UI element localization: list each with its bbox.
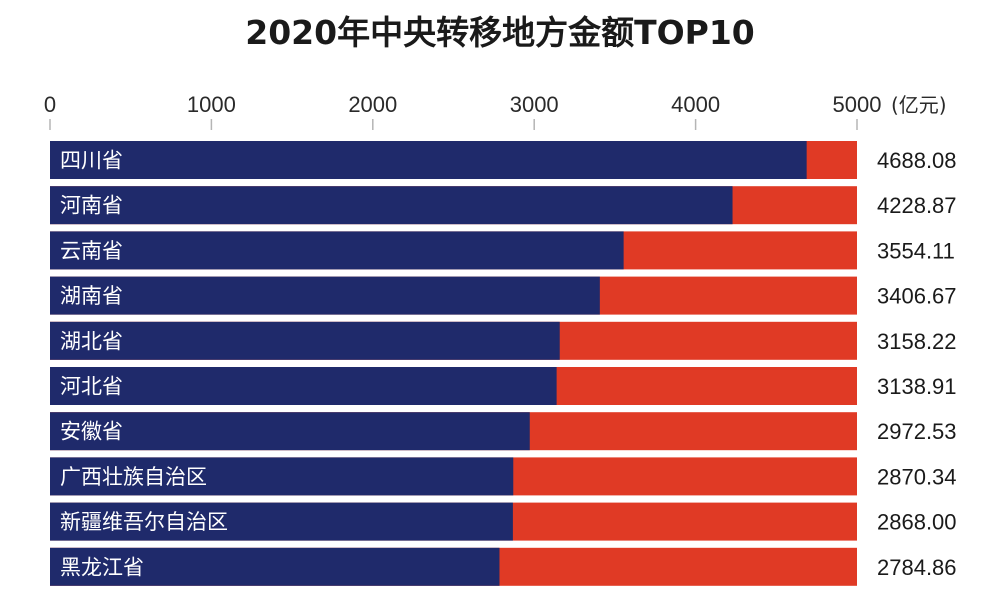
category-label-3: 云南省: [60, 239, 123, 263]
bar-2: [50, 186, 733, 225]
bar-1: [50, 141, 807, 179]
tick-label-5000: 5000: [833, 92, 882, 117]
tick-label-1000: 1000: [187, 92, 236, 117]
bar-3: [50, 231, 624, 270]
value-label-3: 3554.11: [877, 238, 955, 263]
category-label-4: 湖南省: [60, 284, 123, 308]
value-label-4: 3406.67: [877, 284, 957, 309]
tick-label-4000: 4000: [671, 92, 720, 117]
category-label-5: 湖北省: [60, 329, 123, 353]
category-label-10: 黑龙江省: [60, 555, 144, 579]
bar-4: [50, 276, 600, 315]
x-axis: 0 1000 2000 3000 4000 5000 (亿元): [44, 92, 947, 130]
tick-label-0: 0: [44, 92, 56, 117]
value-label-8: 2870.34: [877, 464, 957, 489]
value-label-5: 3158.22: [877, 329, 957, 354]
category-label-8: 广西壮族自治区: [60, 465, 207, 489]
bar-8: [50, 457, 514, 496]
bar-5: [50, 321, 560, 360]
chart-title: 2020年中央转移地方金额TOP10: [245, 13, 755, 52]
value-label-10: 2784.86: [877, 555, 957, 580]
value-label-1: 4688.08: [877, 148, 957, 173]
tick-label-2000: 2000: [348, 92, 397, 117]
bar-9: [50, 502, 513, 541]
category-label-9: 新疆维吾尔自治区: [60, 510, 228, 534]
bars: 四川省 4688.08 河南省 4228.87 云南省 3554.11 湖南省 3406.67…: [50, 141, 957, 586]
category-label-6: 河北省: [60, 375, 123, 399]
bar-7: [50, 412, 530, 451]
category-label-7: 安徽省: [60, 420, 123, 444]
category-label-2: 河南省: [60, 194, 123, 218]
value-label-2: 4228.87: [877, 193, 957, 218]
axis-unit-label: (亿元): [891, 93, 947, 117]
bar-6: [50, 367, 557, 405]
value-label-7: 2972.53: [877, 419, 957, 444]
bar-10: [50, 547, 500, 586]
tick-label-3000: 3000: [510, 92, 559, 117]
value-label-9: 2868.00: [877, 510, 957, 535]
value-label-6: 3138.91: [877, 374, 957, 399]
category-label-1: 四川省: [60, 149, 123, 173]
